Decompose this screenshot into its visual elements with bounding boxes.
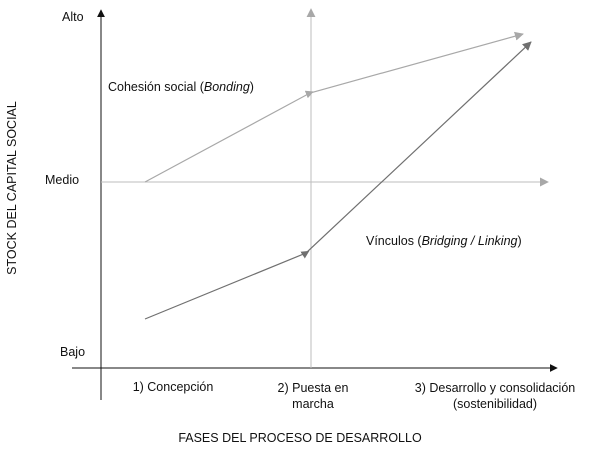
level-bajo: Bajo (60, 345, 86, 359)
phase-3-label: 3) Desarrollo y consolidación (sostenibi… (414, 381, 576, 411)
phase-2-label: 2) Puesta en marcha (277, 381, 349, 411)
phase-1-label: 1) Concepción (132, 380, 214, 394)
level-alto: Alto (62, 10, 84, 24)
bonding-label: Cohesión social (Bonding) (108, 80, 254, 94)
bridging-series-line (144, 41, 532, 320)
bonding-series-line (144, 31, 524, 183)
bridging-label: Vínculos (Bridging / Linking) (366, 234, 522, 248)
level-medio: Medio (45, 173, 80, 187)
y-axis-title: STOCK DEL CAPITAL SOCIAL (5, 101, 19, 275)
x-axis-title: FASES DEL PROCESO DE DESARROLLO (178, 431, 422, 445)
